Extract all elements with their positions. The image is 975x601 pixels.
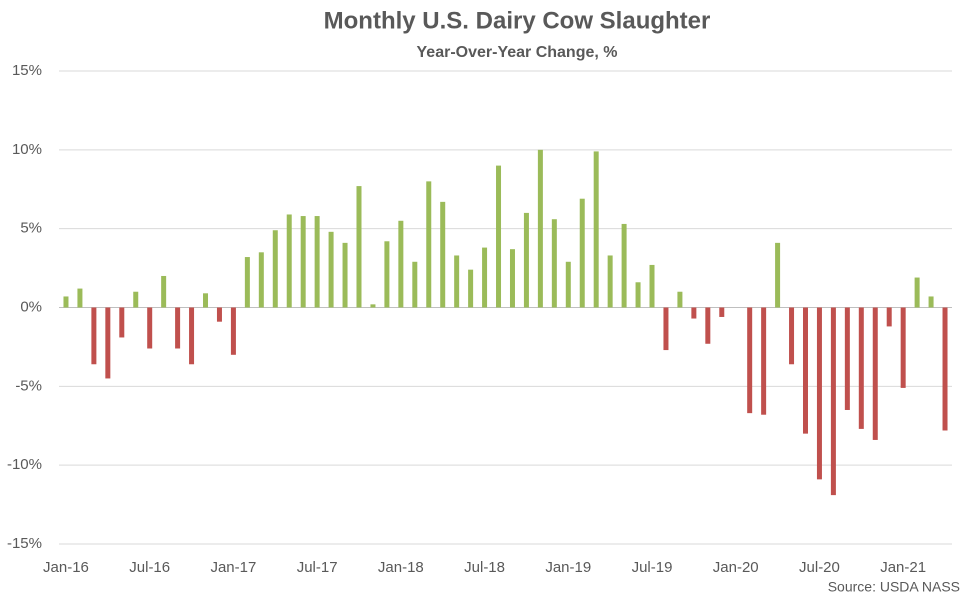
bar bbox=[719, 307, 725, 317]
bar bbox=[105, 307, 111, 379]
bar bbox=[761, 307, 767, 415]
bar bbox=[161, 275, 167, 308]
x-tick-label: Jul-17 bbox=[297, 559, 338, 576]
y-tick-label: 15% bbox=[12, 62, 42, 79]
bar bbox=[412, 261, 418, 308]
bar bbox=[830, 307, 836, 496]
bar bbox=[914, 277, 920, 308]
bar bbox=[789, 307, 795, 365]
y-tick-label: -10% bbox=[7, 456, 42, 473]
bar bbox=[677, 291, 683, 308]
bar bbox=[314, 216, 320, 308]
bar bbox=[454, 255, 460, 308]
y-tick-label: 5% bbox=[20, 220, 42, 237]
bar bbox=[468, 269, 474, 308]
bar bbox=[189, 307, 195, 365]
bar bbox=[230, 307, 236, 355]
chart-subtitle: Year-Over-Year Change, % bbox=[417, 44, 618, 61]
bar bbox=[370, 304, 376, 308]
bar bbox=[91, 307, 97, 365]
bar bbox=[579, 198, 585, 308]
bar bbox=[398, 220, 404, 308]
bar bbox=[858, 307, 864, 429]
source: Source: USDA NASS bbox=[828, 579, 960, 595]
y-tick-label: 0% bbox=[20, 298, 42, 315]
bar bbox=[928, 296, 934, 308]
bar bbox=[482, 247, 488, 308]
bar bbox=[384, 241, 390, 308]
bar bbox=[816, 307, 822, 480]
bar bbox=[356, 186, 362, 308]
x-tick-label: Jan-21 bbox=[880, 559, 926, 576]
bar bbox=[523, 212, 529, 308]
bar bbox=[328, 231, 334, 308]
y-tick-label: -5% bbox=[15, 377, 42, 394]
bar bbox=[537, 149, 543, 308]
bar bbox=[286, 214, 292, 308]
bar bbox=[844, 307, 850, 410]
bar bbox=[272, 230, 278, 308]
x-tick-label: Jul-20 bbox=[799, 559, 840, 576]
x-tick-label: Jul-19 bbox=[632, 559, 673, 576]
bar bbox=[133, 291, 139, 308]
bar bbox=[509, 249, 515, 308]
bar bbox=[705, 307, 711, 344]
bar bbox=[203, 293, 209, 308]
bar bbox=[175, 307, 181, 349]
bar bbox=[942, 307, 948, 431]
bar bbox=[649, 264, 655, 308]
x-tick-label: Jan-16 bbox=[43, 559, 89, 576]
bar bbox=[426, 181, 432, 308]
bar bbox=[440, 201, 446, 308]
bar bbox=[900, 307, 906, 388]
bar bbox=[63, 296, 69, 308]
bar bbox=[802, 307, 808, 434]
x-tick-label: Jan-18 bbox=[378, 559, 424, 576]
bar bbox=[147, 307, 153, 349]
chart-title: Monthly U.S. Dairy Cow Slaughter bbox=[324, 7, 711, 34]
x-tick-label: Jan-17 bbox=[210, 559, 256, 576]
x-tick-label: Jul-16 bbox=[129, 559, 170, 576]
bar bbox=[77, 288, 83, 308]
bar bbox=[635, 282, 641, 308]
bar bbox=[747, 307, 753, 414]
bar bbox=[496, 165, 502, 308]
bar bbox=[244, 257, 250, 308]
bar bbox=[565, 261, 571, 308]
bar bbox=[621, 223, 627, 308]
y-tick-label: -15% bbox=[7, 535, 42, 552]
x-tick-label: Jan-20 bbox=[713, 559, 759, 576]
bar bbox=[300, 216, 306, 308]
bar bbox=[775, 242, 781, 308]
bar bbox=[872, 307, 878, 440]
bar bbox=[216, 307, 222, 322]
bar bbox=[258, 252, 264, 308]
y-tick-label: 10% bbox=[12, 141, 42, 158]
bar bbox=[119, 307, 125, 338]
bar bbox=[607, 255, 613, 308]
x-tick-label: Jan-19 bbox=[545, 559, 591, 576]
bar bbox=[593, 151, 599, 308]
bar bbox=[342, 242, 348, 308]
bar bbox=[691, 307, 697, 319]
bar bbox=[663, 307, 669, 351]
x-tick-label: Jul-18 bbox=[464, 559, 505, 576]
bar bbox=[551, 219, 557, 308]
bar bbox=[886, 307, 892, 327]
